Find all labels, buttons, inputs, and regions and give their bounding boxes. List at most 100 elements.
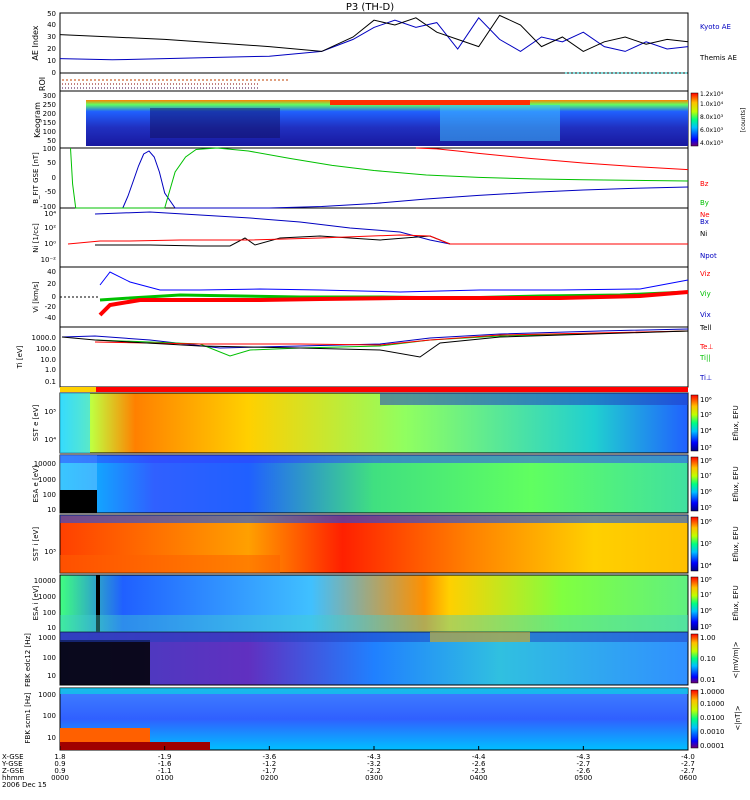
ni-traces: [67, 211, 688, 247]
sst-e-cb-1: 10⁴: [700, 427, 712, 435]
fbk-e-top-band: [60, 632, 688, 642]
legend-kyoto-ae: Kyoto AE: [700, 23, 731, 31]
ae-series-kyoto-ae: [59, 17, 689, 61]
ti-tick-3: 100.0: [36, 345, 56, 353]
x-tick-label: 0000: [51, 774, 69, 782]
esa-i-spectrogram: [59, 574, 689, 633]
ni-ylabel: Ni [1/cc]: [32, 223, 40, 253]
esa-e-top-band: [60, 455, 688, 463]
fbk-e-ylabel: FBK edc12 [Hz]: [24, 633, 32, 687]
line-series: [59, 14, 689, 209]
legend-ne: Ne: [700, 211, 710, 219]
ti-tick-1: 1.0: [45, 366, 56, 374]
ae-ylabel: AE Index: [31, 25, 40, 60]
footer-value: -2.7: [681, 767, 695, 775]
x-axis-footer: 1.80.90.90000-1.9-1.6-1.10100-3.6-1.2-1.…: [1, 746, 697, 789]
ni-tick-3: 10⁴: [44, 210, 56, 218]
esa-e-cb-2: 10⁷: [700, 472, 712, 480]
bfit-tick-1: -50: [45, 188, 56, 196]
ti-ylabel: Ti [eV]: [16, 345, 24, 369]
esa-i-black-line: [96, 575, 100, 632]
sst-e-cb-label: Eflux, EFU: [732, 405, 740, 440]
footer-value: -1.9: [158, 753, 172, 761]
sst-i-colorbar: [690, 516, 699, 572]
footer-value: -1.7: [262, 767, 276, 775]
esa-e-spectrogram: [59, 454, 689, 514]
footer-value: -2.6: [576, 767, 590, 775]
footer-value: -2.5: [472, 767, 486, 775]
legend-tiperp: Ti⊥: [699, 374, 712, 382]
legend-ni: Ni: [700, 230, 707, 238]
fbk-b-cb-label: <|nT|>: [734, 705, 742, 730]
bfit-series-bx: [122, 150, 689, 209]
legend-viy: Viy: [700, 290, 711, 298]
legend-bz: Bz: [700, 180, 709, 188]
keogram-aurora-band: [330, 100, 530, 105]
footer-value: -2.2: [367, 767, 381, 775]
bfit-tick-2: 0: [52, 174, 56, 182]
ti-traces: [61, 328, 689, 358]
vi-tick-2: 0: [52, 293, 56, 301]
ae-tick-1: 10: [47, 57, 56, 65]
fbk-b-cb-0: 0.0001: [700, 742, 725, 750]
bfit-ylabel: B_FIT GSE [nT]: [32, 152, 40, 204]
fbk-b-cb-2: 0.0100: [700, 714, 725, 722]
left-axes: AE Index 0 10 20 30 40 50 ROI Keogram 50…: [16, 10, 56, 744]
sst-e-tick-0: 10⁴: [44, 436, 56, 444]
esa-i-ylabel: ESA i [eV]: [32, 585, 40, 620]
ni-tick-0: 10⁻²: [41, 256, 57, 264]
keo-cb-tick-3: 1.0x10⁴: [700, 101, 724, 108]
fbk-e-tick-1: 100: [43, 654, 56, 662]
sst-i-tick-0: 10⁵: [44, 548, 56, 556]
roi-markers: [62, 72, 688, 89]
footer-value: -1.1: [158, 767, 172, 775]
keogram-bright-region: [440, 105, 560, 141]
footer-row-label: hhmm: [2, 774, 25, 782]
sst-i-cb-2: 10⁶: [700, 518, 712, 526]
fbk-b-tick-0: 10: [47, 734, 56, 742]
vi-viz-trace: [98, 290, 689, 317]
fbk-b-colorbar: [690, 689, 699, 749]
legend-bx: Bx: [700, 218, 709, 226]
esa-e-black-block: [60, 490, 97, 513]
keo-cb-tick-2: 8.0x10³: [700, 114, 724, 121]
fbk-e-yellow-band: [430, 632, 530, 642]
ni-npot-trace: [94, 211, 688, 245]
sst-e-top-stripes: [380, 393, 688, 405]
bfit-series-by: [70, 147, 689, 209]
footer-value: 0.9: [54, 767, 65, 775]
bfit-series-bz: [415, 147, 689, 171]
esa-i-cb-0: 10⁵: [700, 623, 712, 631]
esa-e-cb-3: 10⁸: [700, 457, 712, 465]
ae-tick-2: 20: [47, 45, 56, 53]
ae-tick-0: 0: [52, 69, 56, 77]
x-tick-label: 0300: [365, 774, 383, 782]
fbk-e-cb-label: <|mV/m|>: [732, 641, 740, 678]
footer-value: -3.6: [262, 753, 276, 761]
ti-tick-0: 0.1: [45, 378, 56, 386]
footer-row-label: Y-GSE: [1, 760, 23, 768]
footer-value: -2.7: [681, 760, 695, 768]
keogram-ylabel: Keogram: [33, 102, 42, 138]
esa-e-colorbar: [690, 456, 699, 512]
legend-vix: Vix: [700, 311, 711, 319]
esa-e-tick-1: 100: [43, 491, 56, 499]
footer-value: -4.3: [367, 753, 381, 761]
esa-e-cb-1: 10⁶: [700, 488, 712, 496]
footer-value: -4.3: [576, 753, 590, 761]
vi-tick-4: 40: [47, 268, 56, 276]
sst-i-bottom-region: [60, 555, 280, 573]
vi-tick-0: -40: [45, 314, 56, 322]
esa-e-ylabel: ESA e [eV]: [32, 465, 40, 502]
esa-i-cb-label: Eflux, EFU: [732, 585, 740, 620]
x-tick-label: 0600: [679, 774, 697, 782]
sst-i-ylabel: SST i [eV]: [32, 527, 40, 561]
fbk-b-cb-1: 0.0010: [700, 728, 725, 736]
esa-e-tick-3: 10000: [34, 460, 56, 468]
keo-tick-2: 150: [43, 119, 56, 127]
te-perp-trace: [94, 330, 689, 346]
fbk-b-cb-3: 0.1000: [700, 700, 725, 708]
sst-e-left-region: [60, 393, 90, 453]
footer-value: -4.0: [681, 753, 695, 761]
